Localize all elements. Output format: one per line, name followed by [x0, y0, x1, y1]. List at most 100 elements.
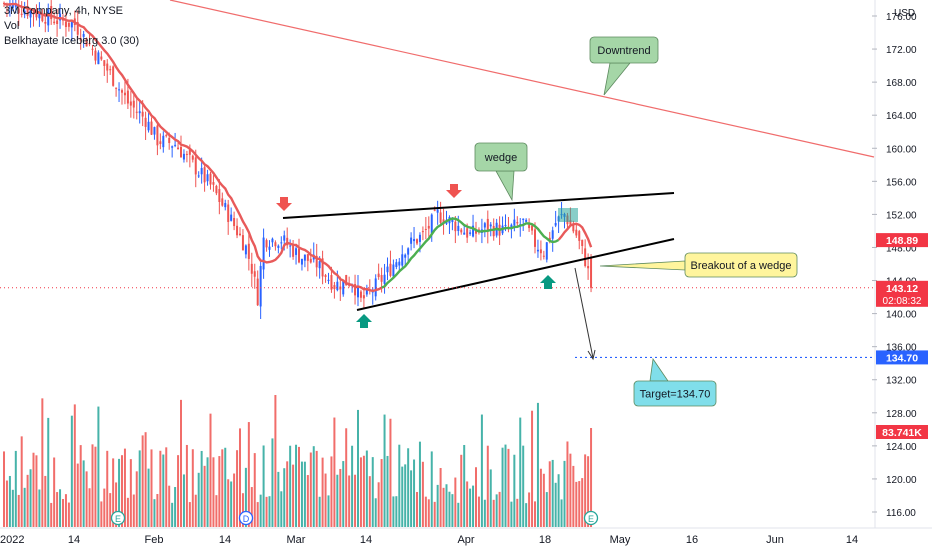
price-tag-target: 134.70 [886, 352, 918, 364]
volume-bar [147, 468, 150, 527]
buy-arrow-icon [540, 275, 556, 289]
candle-body [197, 175, 200, 177]
volume-bar [575, 481, 578, 527]
volume-bar [418, 441, 421, 527]
candle-body [162, 135, 165, 148]
candle-body [94, 50, 97, 61]
volume-bar [209, 413, 212, 527]
candle-body [253, 271, 256, 277]
volume-bar [389, 418, 392, 527]
wedge-upper-line [282, 192, 675, 219]
candle-body [206, 174, 209, 182]
volume-bar [545, 492, 548, 527]
volume-bar [8, 475, 11, 527]
volume-indicator-label[interactable]: Vol [4, 20, 20, 32]
volume-bar [109, 493, 112, 527]
candle-body [342, 279, 345, 295]
candle-body [79, 38, 82, 41]
x-tick-label: Apr [457, 534, 474, 546]
candle-body [35, 10, 38, 18]
volume-bar [581, 478, 584, 527]
candle-body [188, 149, 191, 155]
volume-bar [401, 466, 404, 527]
volume-bar [416, 491, 418, 527]
candle-body [100, 56, 103, 60]
volume-bar [292, 464, 295, 527]
volume-bar [17, 494, 20, 527]
candle-body [292, 245, 295, 257]
candle-body [522, 218, 525, 220]
volume-bar [182, 474, 185, 527]
candle-body [256, 278, 259, 306]
candle-body [398, 261, 401, 266]
volume-bar [477, 496, 480, 527]
candle-body [395, 262, 398, 267]
volume-bar [150, 449, 153, 527]
candle-body [572, 224, 575, 232]
volume-bar [433, 501, 436, 527]
volume-bar [236, 450, 239, 527]
volume-bar [123, 448, 126, 527]
y-tick-label: 124.00 [886, 442, 917, 453]
candle-body [239, 233, 241, 235]
candle-body [230, 214, 233, 221]
volume-bar [280, 491, 283, 527]
volume-bar [590, 428, 593, 527]
candle-body [244, 245, 247, 255]
candle-body [185, 153, 188, 155]
candle-body [289, 245, 292, 247]
volume-bar [539, 468, 542, 527]
volume-bar [421, 461, 424, 527]
candle-body [336, 281, 339, 291]
price-tag-last: 143.12 [886, 283, 918, 295]
breakout-callout-text: Breakout of a wedge [691, 260, 792, 272]
candle-body [280, 242, 283, 244]
iceberg-indicator-label[interactable]: Belkhayate Iceberg 3.0 (30) [4, 35, 140, 47]
candle-body [194, 157, 197, 175]
volume-bar [410, 470, 413, 527]
volume-bar [47, 417, 50, 527]
volume-bar [262, 445, 265, 527]
candle-body [536, 249, 539, 252]
candle-body [236, 225, 239, 236]
volume-bar [239, 428, 241, 527]
y-tick-label: 172.00 [886, 45, 917, 56]
volume-bar [584, 454, 587, 527]
volume-bar [560, 499, 563, 527]
volume-bar [233, 473, 236, 527]
volume-bar [135, 471, 138, 527]
y-tick-label: 132.00 [886, 376, 917, 387]
volume-bar [525, 503, 528, 527]
downtrend-callout[interactable]: Downtrend [589, 36, 659, 96]
event-marker-label: E [115, 514, 121, 524]
volume-bar [548, 461, 551, 527]
volume-bar [578, 481, 581, 527]
volume-bar [374, 498, 377, 527]
candle-body [389, 263, 392, 276]
candle-body [413, 239, 416, 242]
target-callout[interactable]: Target=134.70 [633, 357, 717, 407]
candle-body [97, 52, 100, 65]
volume-bar [383, 414, 386, 527]
volume-bar [283, 468, 286, 527]
volume-bar [73, 404, 76, 527]
volume-bar [480, 414, 483, 527]
wedge-callout[interactable]: wedge [474, 142, 528, 202]
volume-bar [244, 467, 247, 527]
volume-bar [300, 461, 303, 527]
breakout-callout[interactable]: Breakout of a wedge [599, 252, 798, 278]
price-tag-target-bg [876, 350, 928, 365]
volume-tag: 83.741K [882, 427, 922, 439]
volume-bar [404, 464, 407, 527]
volume-bar [159, 450, 162, 527]
volume-bar [194, 494, 197, 527]
symbol-title[interactable]: 3M Company, 4h, NYSE [4, 5, 124, 17]
candle-body [38, 12, 41, 19]
volume-bar [174, 487, 177, 527]
candle-body [374, 278, 377, 297]
breakout-arrow-line [574, 267, 594, 359]
volume-bar [309, 452, 312, 527]
volume-bar [303, 461, 306, 527]
